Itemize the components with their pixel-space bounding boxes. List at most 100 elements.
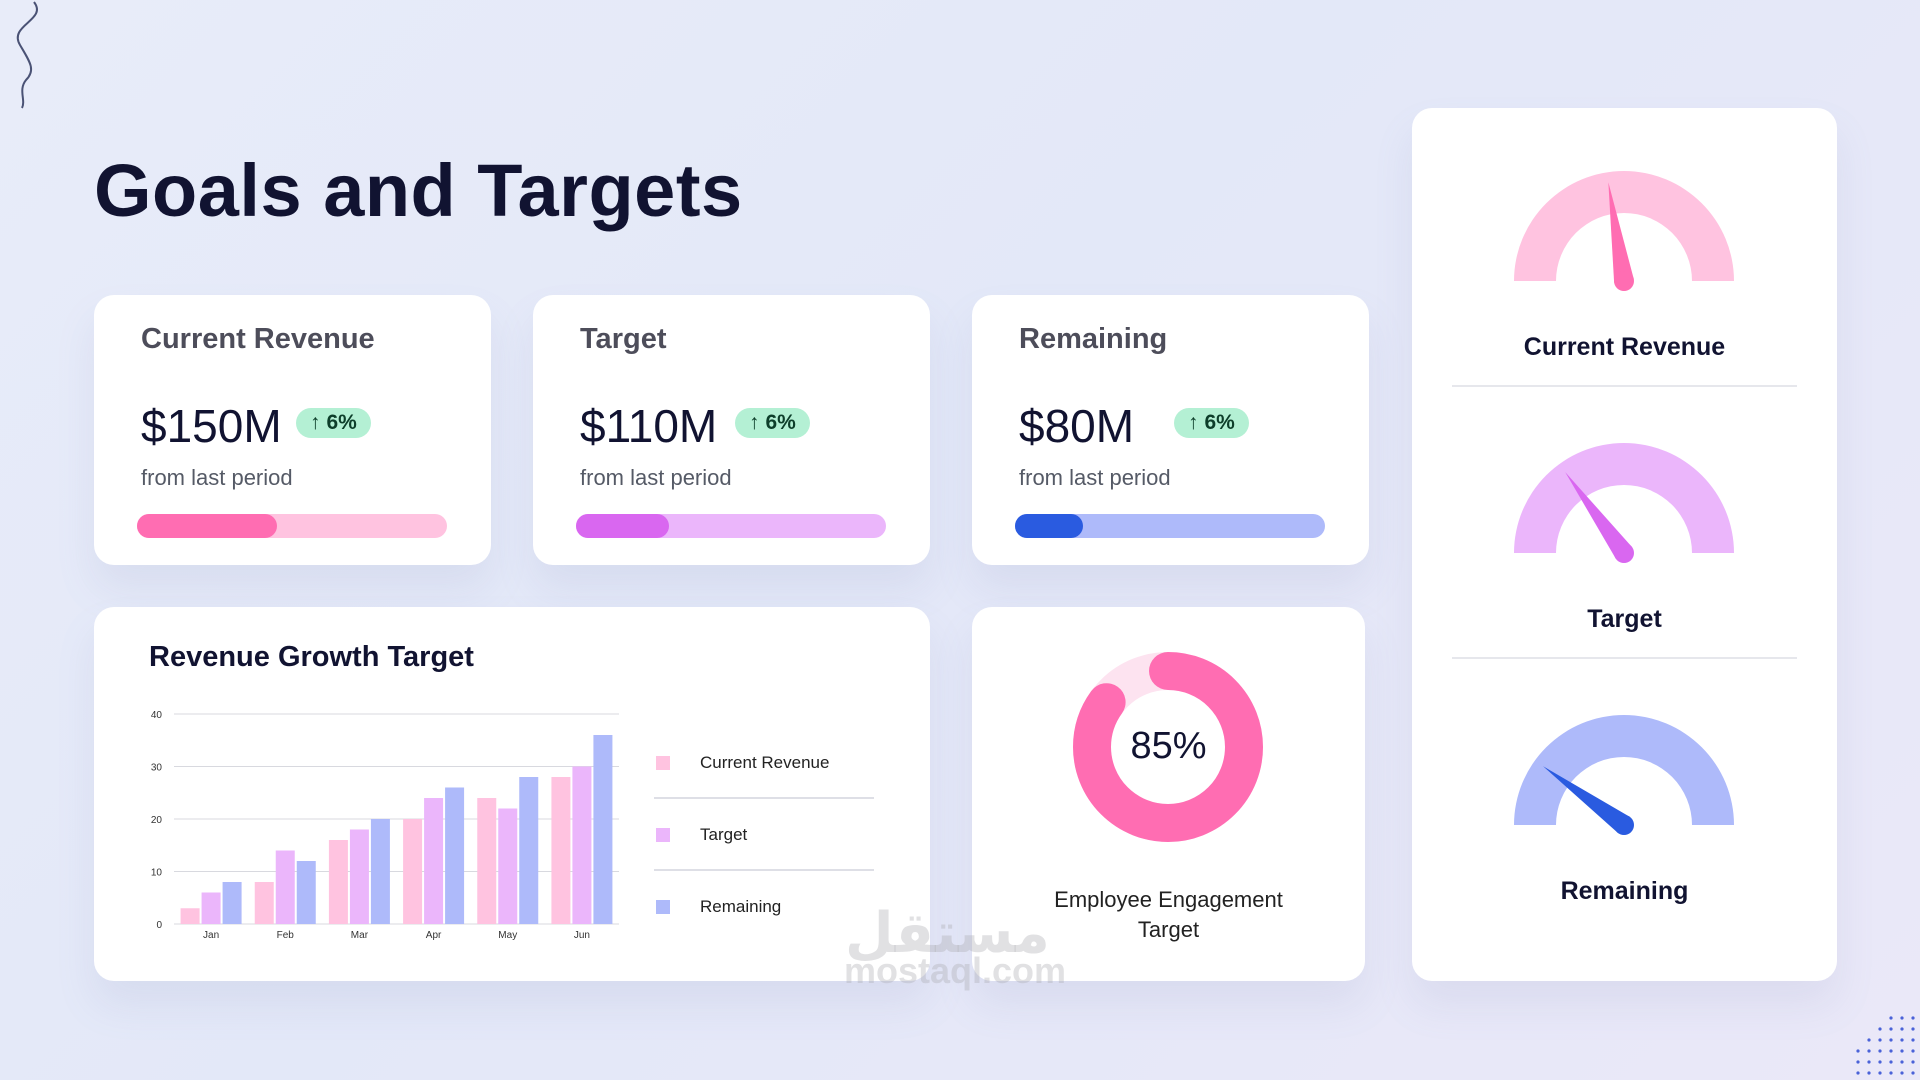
watermark-text: mostaql.com	[844, 950, 1067, 991]
gauge-needle	[1608, 182, 1634, 283]
dot	[1889, 1071, 1893, 1075]
gauges-card: Current Revenue Target Remaining	[1412, 108, 1837, 981]
dot	[1911, 1038, 1915, 1042]
donut-label: Employee Engagement Target	[1054, 887, 1283, 942]
change-badge-value: 6%	[1204, 411, 1235, 434]
gauge-label: Remaining	[1560, 877, 1689, 905]
legend-label: Current Revenue	[700, 753, 830, 772]
progress-fill	[1015, 514, 1084, 538]
progress-bar	[137, 514, 447, 538]
gauge-arc	[1514, 715, 1734, 825]
legend-item: Remaining	[654, 871, 874, 943]
dot	[1911, 1071, 1915, 1075]
bar	[551, 777, 571, 924]
bar	[222, 882, 242, 924]
gauge-hub	[1614, 815, 1634, 835]
bar	[180, 908, 200, 924]
y-tick-label: 0	[156, 920, 162, 931]
gauge-needle	[1565, 472, 1633, 559]
progress-fill	[137, 514, 277, 538]
gauge-arc	[1514, 171, 1734, 281]
bar	[370, 819, 390, 924]
kpi-card-target: Target $110M ↑ 6% from last period	[533, 295, 930, 565]
gauge-label: Target	[1587, 605, 1662, 633]
gauge-current-revenue: Current Revenue	[1412, 163, 1837, 413]
gauge-needle	[1543, 766, 1630, 834]
legend-item: Current Revenue	[654, 727, 874, 799]
dot	[1856, 1060, 1860, 1064]
dot	[1900, 1060, 1904, 1064]
dots-decoration	[1856, 1016, 1915, 1075]
x-tick-label: Feb	[277, 930, 295, 941]
dot	[1911, 1016, 1915, 1020]
donut-chart	[1073, 652, 1263, 842]
bar	[201, 892, 221, 924]
dot	[1900, 1027, 1904, 1031]
change-badge: ↑ 6%	[735, 408, 810, 438]
page-title: Goals and Targets	[94, 149, 743, 232]
bar	[254, 882, 274, 924]
legend-swatch	[656, 756, 670, 770]
gauge-chart	[1514, 171, 1734, 291]
legend-label: Remaining	[700, 897, 782, 916]
progress-bar	[1015, 514, 1325, 538]
dot	[1878, 1038, 1882, 1042]
kpi-value: $150M	[141, 400, 282, 452]
donut-value: 85%	[1130, 725, 1207, 767]
dot	[1878, 1060, 1882, 1064]
gauge-remaining: Remaining	[1412, 707, 1837, 957]
kpi-card-remaining: Remaining $80M ↑ 6% from last period	[972, 295, 1369, 565]
legend-swatch	[656, 900, 670, 914]
bar	[275, 850, 295, 924]
dot	[1867, 1071, 1871, 1075]
dot	[1889, 1016, 1893, 1020]
change-badge: ↑ 6%	[1174, 408, 1249, 438]
bar-chart: 0 10 20 30 40 Jan Feb Mar Apr May Jun	[151, 710, 619, 941]
y-tick-label: 40	[151, 710, 163, 721]
y-tick-label: 20	[151, 815, 163, 826]
x-tick-label: Mar	[351, 930, 369, 941]
kpi-subtext: from last period	[580, 465, 732, 490]
dot	[1867, 1038, 1871, 1042]
legend-swatch	[656, 828, 670, 842]
bar	[519, 777, 539, 924]
change-badge-value: 6%	[765, 411, 796, 434]
bar	[403, 819, 423, 924]
dot	[1900, 1016, 1904, 1020]
bar	[477, 798, 497, 924]
dot	[1900, 1038, 1904, 1042]
kpi-value: $80M	[1019, 400, 1135, 452]
bar	[328, 840, 348, 924]
gauge-target: Target	[1412, 435, 1837, 685]
change-badge: ↑ 6%	[296, 408, 371, 438]
dot	[1900, 1071, 1904, 1075]
dot	[1911, 1049, 1915, 1053]
x-tick-label: May	[498, 930, 517, 941]
dot	[1889, 1038, 1893, 1042]
gauge-chart	[1514, 443, 1734, 563]
gauge-hub	[1614, 271, 1634, 291]
change-badge-value: 6%	[326, 411, 357, 434]
divider	[1452, 385, 1797, 387]
bar	[498, 808, 518, 924]
x-tick-label: Jun	[574, 930, 590, 941]
progress-fill	[576, 514, 669, 538]
chart-legend: Current Revenue Target Remaining	[654, 727, 874, 943]
kpi-subtext: from last period	[1019, 465, 1171, 490]
kpi-title: Target	[580, 323, 667, 355]
dot	[1878, 1027, 1882, 1031]
legend-label: Target	[700, 825, 748, 844]
x-tick-label: Apr	[426, 930, 442, 941]
gauge-label: Current Revenue	[1523, 333, 1726, 361]
squiggle-decoration	[16, 1, 38, 109]
dot	[1889, 1027, 1893, 1031]
arrow-up-icon: ↑	[1188, 411, 1199, 434]
dot	[1867, 1049, 1871, 1053]
dot	[1856, 1071, 1860, 1075]
kpi-subtext: from last period	[141, 465, 293, 490]
dot	[1900, 1049, 1904, 1053]
dot	[1911, 1060, 1915, 1064]
dot	[1911, 1027, 1915, 1031]
y-tick-label: 10	[151, 868, 163, 879]
gauge-chart	[1514, 715, 1734, 835]
